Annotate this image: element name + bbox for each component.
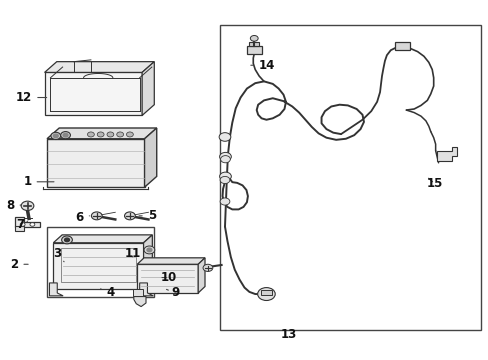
Polygon shape xyxy=(436,147,456,161)
Polygon shape xyxy=(44,62,154,72)
Circle shape xyxy=(117,132,123,137)
Circle shape xyxy=(97,132,104,137)
Polygon shape xyxy=(140,283,153,296)
Circle shape xyxy=(61,132,70,139)
Bar xyxy=(61,248,136,282)
Bar xyxy=(137,264,198,293)
Bar xyxy=(47,139,144,187)
Text: 12: 12 xyxy=(16,91,46,104)
Polygon shape xyxy=(143,235,152,289)
Polygon shape xyxy=(144,128,157,187)
Text: 11: 11 xyxy=(124,247,140,260)
Bar xyxy=(261,291,271,296)
Text: 1: 1 xyxy=(23,175,54,188)
Polygon shape xyxy=(142,62,154,116)
Circle shape xyxy=(63,134,68,137)
Bar xyxy=(246,46,261,54)
Circle shape xyxy=(144,246,155,254)
Circle shape xyxy=(219,133,230,141)
Text: 3: 3 xyxy=(53,247,64,262)
Polygon shape xyxy=(15,217,40,226)
Polygon shape xyxy=(134,297,146,307)
Text: 10: 10 xyxy=(161,271,177,284)
Circle shape xyxy=(21,201,34,211)
Circle shape xyxy=(20,223,25,226)
Circle shape xyxy=(219,152,231,161)
Text: 8: 8 xyxy=(6,199,21,212)
Polygon shape xyxy=(133,289,143,296)
Circle shape xyxy=(220,198,229,205)
Circle shape xyxy=(53,134,58,138)
Circle shape xyxy=(107,132,114,137)
Text: 2: 2 xyxy=(10,258,28,271)
Bar xyxy=(47,226,154,297)
Circle shape xyxy=(203,264,212,271)
Circle shape xyxy=(219,172,231,181)
Text: 5: 5 xyxy=(139,210,156,222)
Bar xyxy=(249,41,259,46)
Circle shape xyxy=(220,156,230,163)
Circle shape xyxy=(220,176,229,184)
Polygon shape xyxy=(47,128,157,139)
Polygon shape xyxy=(137,258,204,264)
Polygon shape xyxy=(198,258,204,293)
Text: 15: 15 xyxy=(426,177,442,190)
Polygon shape xyxy=(49,283,63,296)
Circle shape xyxy=(124,212,135,220)
Bar xyxy=(15,226,24,231)
Bar xyxy=(394,42,409,50)
Circle shape xyxy=(87,132,94,137)
Circle shape xyxy=(126,132,133,137)
Circle shape xyxy=(64,238,69,242)
Text: 4: 4 xyxy=(101,287,114,300)
Bar xyxy=(44,72,142,116)
Text: 14: 14 xyxy=(250,59,274,72)
Bar xyxy=(53,243,143,289)
Text: 13: 13 xyxy=(280,328,296,341)
Circle shape xyxy=(51,132,61,139)
Text: 6: 6 xyxy=(76,211,89,224)
Circle shape xyxy=(250,36,258,41)
Text: 7: 7 xyxy=(16,218,27,231)
Bar xyxy=(220,25,480,330)
Polygon shape xyxy=(53,235,152,243)
Circle shape xyxy=(147,248,152,252)
Circle shape xyxy=(61,236,72,244)
Text: 9: 9 xyxy=(166,287,179,300)
Circle shape xyxy=(91,212,102,220)
Circle shape xyxy=(257,288,275,301)
Circle shape xyxy=(30,223,35,226)
